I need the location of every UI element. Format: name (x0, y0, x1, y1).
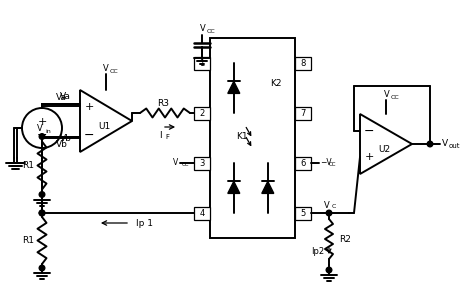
Text: CC: CC (109, 69, 118, 74)
Text: K2: K2 (270, 79, 281, 88)
Text: Ip2: Ip2 (311, 248, 324, 256)
Circle shape (39, 210, 45, 216)
Circle shape (326, 210, 332, 216)
Text: U2: U2 (378, 144, 390, 154)
Bar (295, 57, 311, 69)
Bar (210, 38, 295, 238)
Text: V: V (200, 24, 206, 32)
Text: R2: R2 (339, 234, 351, 244)
Polygon shape (228, 181, 240, 193)
Text: F: F (165, 133, 169, 140)
Circle shape (326, 267, 332, 273)
Text: CC: CC (391, 95, 399, 100)
Text: 6: 6 (301, 159, 306, 167)
Text: in: in (46, 129, 51, 134)
Text: 8: 8 (301, 58, 306, 68)
Circle shape (39, 134, 45, 139)
Text: −: − (364, 125, 374, 137)
Bar (295, 156, 311, 170)
Text: 5: 5 (301, 208, 306, 218)
Text: CC: CC (182, 162, 190, 166)
Bar (194, 106, 210, 120)
Circle shape (39, 192, 45, 197)
Text: V: V (324, 200, 330, 210)
Text: CC: CC (207, 28, 215, 33)
Text: 3: 3 (199, 159, 205, 167)
Text: V: V (442, 139, 448, 147)
Text: CC: CC (329, 162, 337, 166)
Text: −V: −V (320, 158, 332, 166)
Text: +: + (37, 117, 46, 127)
Text: +: + (84, 102, 94, 112)
Text: V: V (384, 90, 390, 99)
Text: −: − (84, 129, 94, 141)
Text: 7: 7 (301, 109, 306, 118)
Text: Va: Va (56, 93, 67, 102)
Bar (295, 207, 311, 219)
Text: C: C (331, 204, 336, 210)
Text: out: out (449, 143, 461, 149)
Polygon shape (262, 181, 274, 193)
Text: 1: 1 (200, 58, 205, 68)
Text: I: I (159, 130, 161, 140)
Circle shape (39, 210, 45, 216)
Circle shape (427, 141, 433, 147)
Text: 4: 4 (200, 208, 205, 218)
Text: R1: R1 (22, 236, 34, 245)
Bar (194, 57, 210, 69)
Circle shape (39, 265, 45, 271)
Text: V: V (173, 158, 178, 166)
Bar (194, 156, 210, 170)
Text: 2: 2 (200, 109, 205, 118)
Text: R1: R1 (22, 161, 34, 170)
Text: R3: R3 (157, 99, 169, 107)
Text: Ip 1: Ip 1 (136, 218, 153, 227)
Text: V: V (37, 124, 43, 132)
Text: Va: Va (60, 91, 71, 100)
Text: +: + (365, 152, 374, 162)
Text: Vb: Vb (60, 133, 72, 143)
Bar (194, 207, 210, 219)
Text: K1: K1 (236, 132, 247, 140)
Text: Vb: Vb (56, 140, 68, 149)
Text: V: V (103, 64, 109, 73)
Bar (295, 106, 311, 120)
Polygon shape (228, 81, 240, 93)
Text: U1: U1 (98, 121, 110, 130)
Text: −: − (37, 129, 47, 141)
